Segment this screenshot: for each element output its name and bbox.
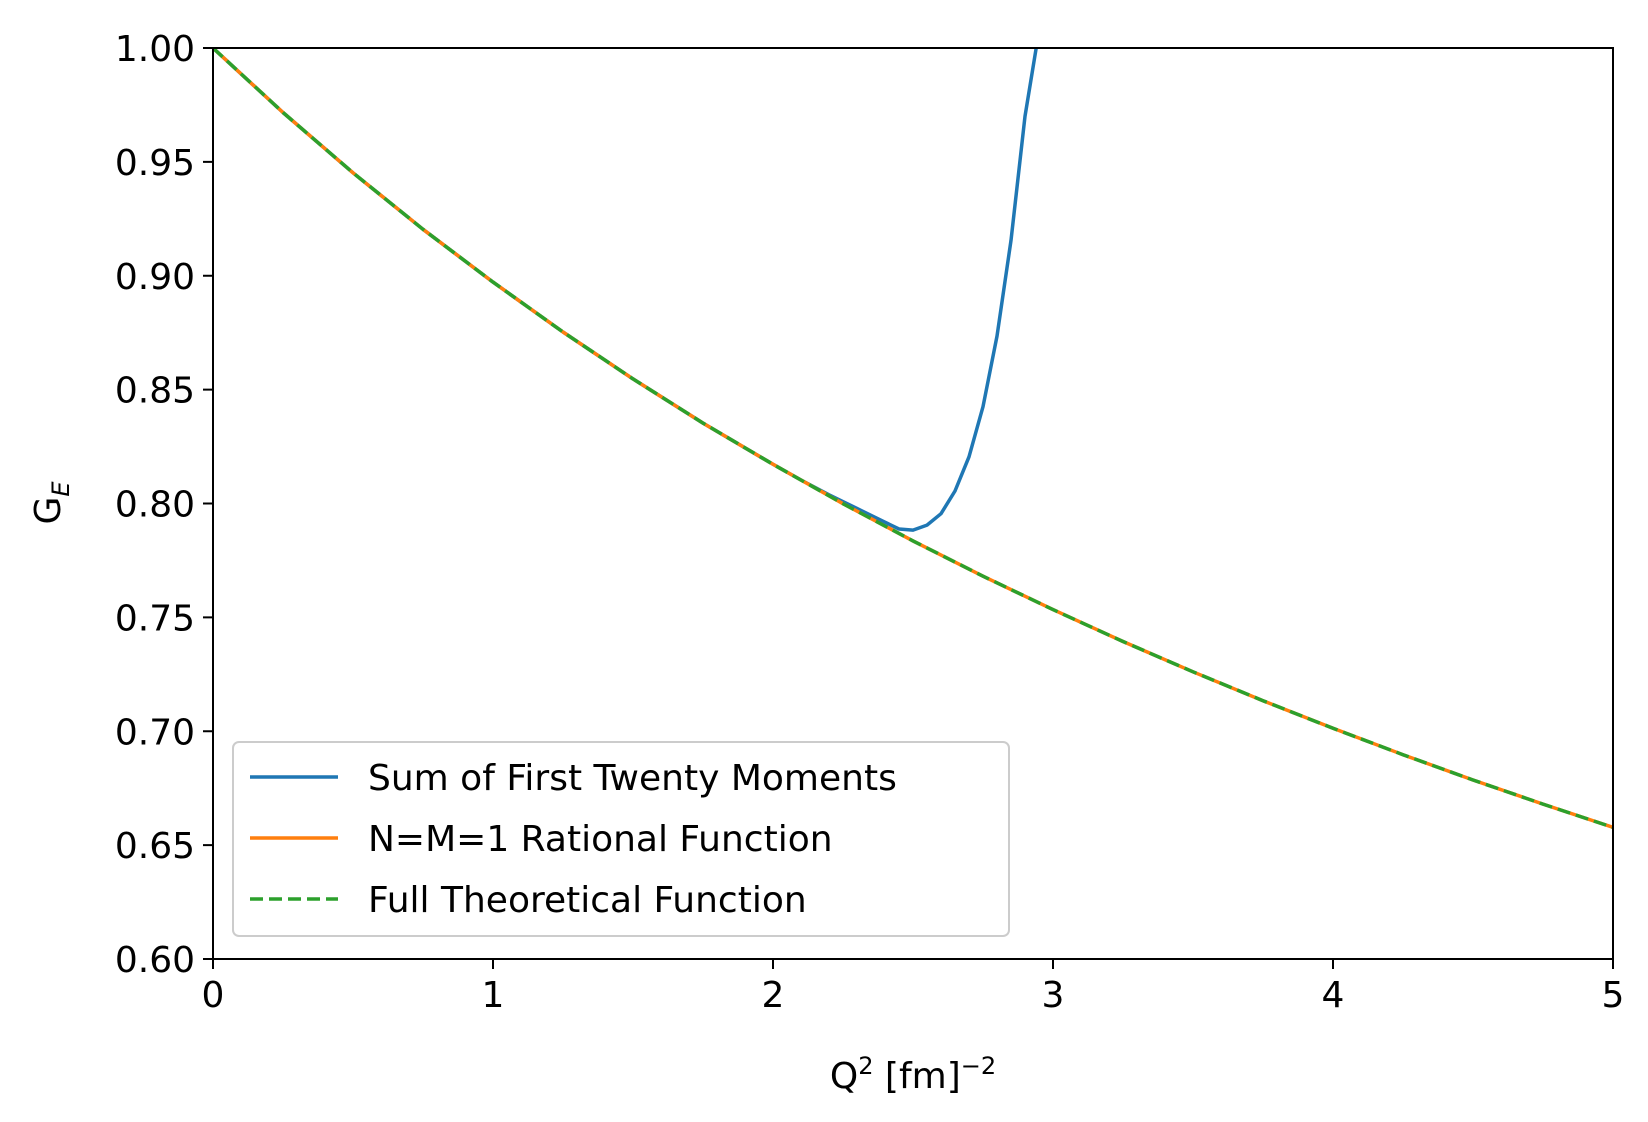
legend-label-1: Sum of First Twenty Moments [368, 758, 897, 799]
x-axis: 0 1 2 3 4 5 [202, 959, 1625, 1016]
x-tick-label: 5 [1602, 975, 1625, 1016]
x-tick-label: 1 [482, 975, 505, 1016]
y-tick-label: 0.95 [115, 143, 195, 184]
legend-label-2: N=M=1 Rational Function [368, 819, 833, 860]
y-tick-label: 0.90 [115, 257, 195, 298]
y-tick-label: 1.00 [115, 29, 195, 70]
legend: Sum of First Twenty Moments N=M=1 Rationa… [232, 741, 1010, 937]
x-tick-label: 2 [762, 975, 785, 1016]
series-line-3 [213, 48, 1613, 830]
y-axis-label: GE [28, 481, 75, 525]
x-axis-label: Q2 [fm]−2 [830, 1052, 996, 1097]
x-tick-label: 3 [1042, 975, 1065, 1016]
y-tick-label: 0.85 [115, 371, 195, 412]
x-tick-label: 0 [202, 975, 225, 1016]
y-tick-label: 0.65 [115, 826, 195, 867]
y-tick-label: 0.70 [115, 712, 195, 753]
x-tick-label: 4 [1322, 975, 1345, 1016]
y-tick-label: 0.75 [115, 598, 195, 639]
legend-box [232, 741, 1010, 937]
series-layer [213, 48, 1613, 830]
y-axis: 0.60 0.65 0.70 0.75 0.80 0.85 0.90 0.95 1.00 [115, 29, 213, 981]
y-tick-label: 0.60 [115, 940, 195, 981]
y-tick-label: 0.80 [115, 485, 195, 526]
legend-label-3: Full Theoretical Function [368, 880, 807, 921]
